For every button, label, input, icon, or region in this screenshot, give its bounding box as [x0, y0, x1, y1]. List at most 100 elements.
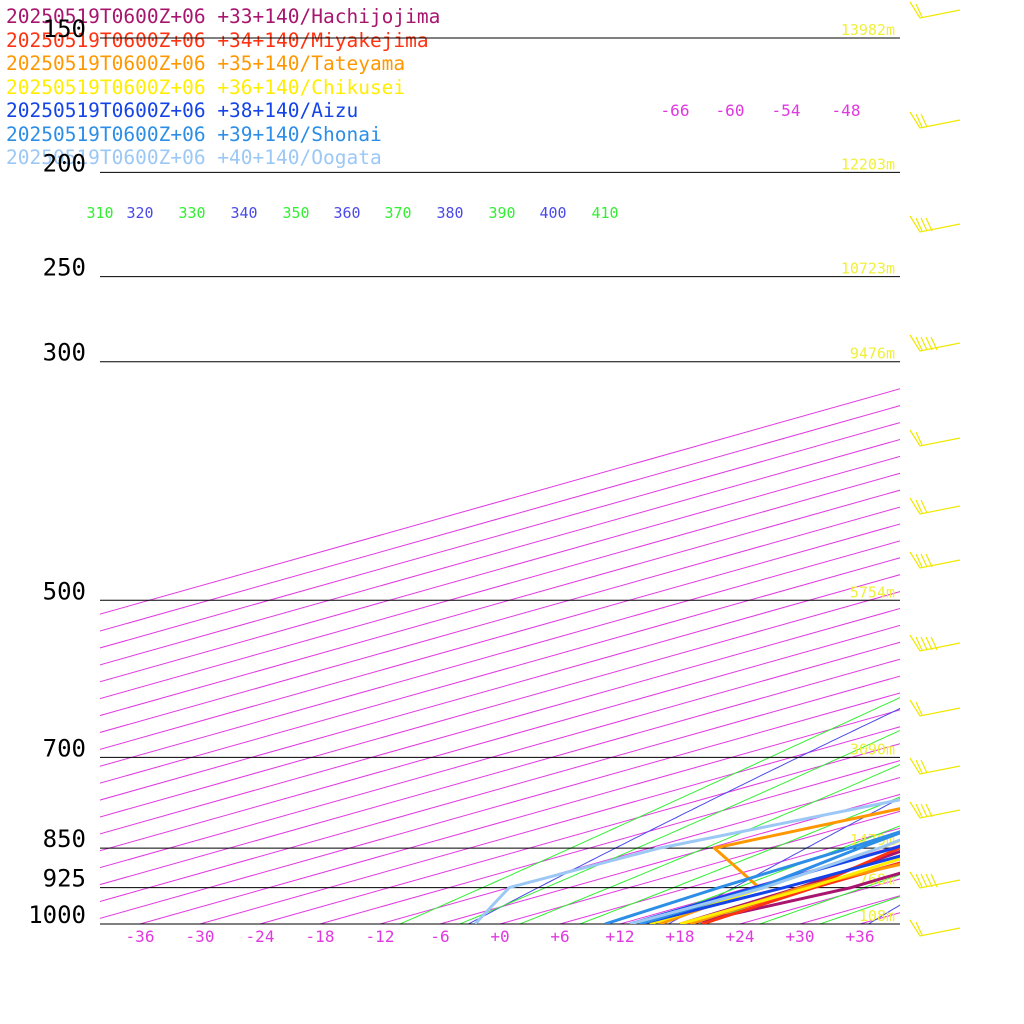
temperature-tick-label: +6 — [550, 927, 569, 946]
wind-barb — [909, 801, 961, 819]
pressure-tick-label: 500 — [43, 577, 86, 605]
wind-barb-flag — [925, 336, 933, 351]
wind-barb-flag — [915, 803, 923, 818]
wind-barb-flag — [915, 3, 923, 18]
pressure-tick-label: 1000 — [28, 901, 86, 929]
wind-barb-flag — [925, 803, 933, 818]
wind-barb-flag — [920, 553, 928, 568]
wind-barb-shaft — [909, 551, 961, 569]
isotherm-line — [100, 557, 900, 784]
legend: 20250519T0600Z+06 +33+140/Hachijojima 202… — [6, 5, 440, 170]
moist-adiabat-line — [459, 729, 900, 924]
wind-barb-flag — [915, 873, 923, 888]
top-temperature-label: -54 — [772, 101, 801, 120]
legend-entry: 20250519T0600Z+06 +35+140/Tateyama — [6, 52, 406, 75]
height-label: 5754m — [850, 583, 895, 601]
temperature-tick-label: +36 — [846, 927, 875, 946]
height-label: 9476m — [850, 345, 895, 363]
wind-barb-flag — [915, 336, 923, 351]
wind-barb — [909, 551, 961, 569]
dry-adiabat-line — [468, 707, 900, 924]
wind-barb-flag — [920, 759, 928, 774]
wind-barb-flag — [930, 873, 938, 888]
temperature-tick-label: -18 — [306, 927, 335, 946]
isotherm-line — [100, 574, 900, 801]
wind-barb-flag — [925, 217, 933, 232]
wind-barb-shaft — [909, 429, 961, 447]
wind-barb-flag — [915, 499, 923, 514]
pressure-tick-label: 925 — [43, 865, 86, 893]
isotherm-line — [100, 506, 900, 733]
moist-adiabat-line — [579, 796, 900, 924]
isotherm-line — [100, 658, 900, 886]
wind-barb — [909, 757, 961, 775]
isotherm-line — [559, 827, 900, 924]
theta-label: 390 — [488, 204, 515, 222]
wind-barb-flag — [925, 636, 933, 651]
wind-barb-shaft — [909, 801, 961, 819]
axes: 1001502002503005007008509251000310320330… — [28, 15, 900, 946]
moist-adiabat-line — [699, 851, 900, 924]
wind-barb-flag — [915, 431, 923, 446]
moist-adiabat-line — [519, 764, 900, 924]
height-label: 12203m — [841, 155, 895, 173]
isotherm-line — [799, 895, 900, 924]
theta-label: 410 — [591, 204, 618, 222]
isotherm-line — [499, 810, 900, 924]
grid — [100, 388, 900, 924]
pressure-tick-label: 250 — [43, 254, 86, 282]
theta-label: 400 — [539, 204, 566, 222]
wind-barb-flag — [925, 553, 933, 568]
temperature-tick-label: +0 — [490, 927, 509, 946]
dry-adiabat-line — [668, 797, 900, 924]
legend-entry: 20250519T0600Z+06 +33+140/Hachijojima — [6, 5, 441, 28]
isotherm-line — [100, 675, 900, 902]
wind-barb — [909, 871, 961, 889]
height-label: 108m — [859, 907, 895, 925]
wind-barb-flag — [920, 499, 928, 514]
dewpoint-line — [629, 844, 900, 924]
temperature-tick-label: -12 — [366, 927, 395, 946]
isotherm-line — [100, 523, 900, 750]
pressure-tick-label: 850 — [43, 825, 86, 853]
wind-barb-flag — [920, 113, 928, 128]
isotherm-line — [439, 793, 900, 924]
height-label: 10723m — [841, 260, 895, 278]
wind-barb-shaft — [909, 699, 961, 717]
wind-barb-flag — [915, 701, 923, 716]
temperature-tick-label: +24 — [726, 927, 755, 946]
temperature-tick-label: -6 — [430, 927, 449, 946]
wind-barb-flag — [915, 217, 923, 232]
wind-barb — [909, 429, 961, 447]
wind-barbs — [909, 1, 961, 937]
wind-barb-shaft — [909, 497, 961, 515]
theta-label: 310 — [86, 204, 113, 222]
wind-barb-shaft — [909, 215, 961, 233]
wind-barb-flag — [930, 636, 938, 651]
wind-barb-flag — [915, 553, 923, 568]
theta-label: 320 — [126, 204, 153, 222]
pressure-tick-label: 700 — [43, 734, 86, 762]
dewpoint-line — [659, 807, 900, 924]
temperature-tick-label: -30 — [186, 927, 215, 946]
theta-label: 360 — [333, 204, 360, 222]
isotherm-line — [619, 844, 900, 924]
isotherm-line — [100, 624, 900, 852]
wind-barb-flag — [920, 636, 928, 651]
wind-barb-flag — [920, 873, 928, 888]
wind-barb-flag — [930, 336, 938, 351]
legend-entry: 20250519T0600Z+06 +36+140/Chikusei — [6, 75, 406, 99]
wind-barb — [909, 334, 961, 352]
pressure-tick-label: 200 — [43, 149, 86, 177]
dry-adiabat-line — [868, 904, 900, 924]
moist-adiabat-line — [399, 697, 900, 924]
moist-adiabat-line — [759, 874, 900, 924]
top-temperature-label: -66 — [661, 101, 690, 120]
legend-entry: 20250519T0600Z+06 +40+140/Oogata — [6, 146, 382, 169]
wind-barb-shaft — [909, 757, 961, 775]
top-temperature-label: -60 — [716, 101, 745, 120]
pressure-tick-label: 150 — [43, 15, 86, 43]
temperature-tick-label: +30 — [786, 927, 815, 946]
theta-label: 380 — [436, 204, 463, 222]
